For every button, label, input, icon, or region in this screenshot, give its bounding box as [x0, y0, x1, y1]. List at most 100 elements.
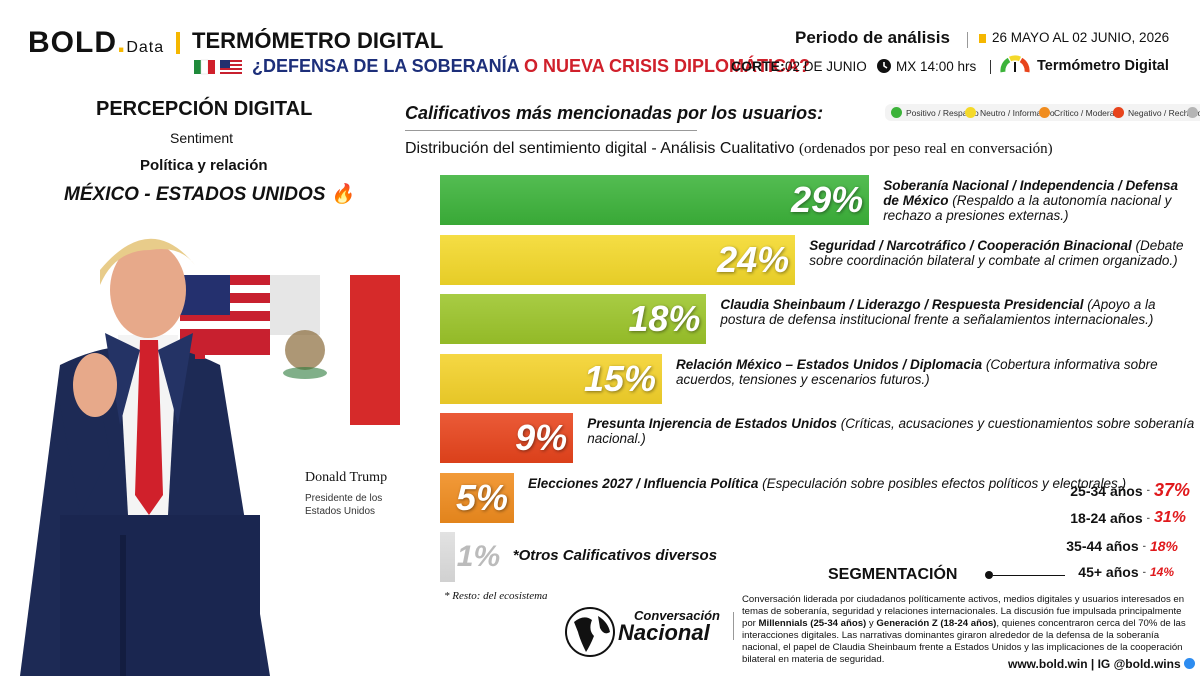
- brand-name: BOLD: [28, 26, 117, 59]
- value-label: 15%: [583, 357, 656, 399]
- category-label: Presunta Injerencia de Estados Unidos (C…: [587, 416, 1195, 446]
- category-description: (Respaldo a la autonomía nacional y rech…: [883, 193, 1172, 223]
- category-label: Soberanía Nacional / Independencia / Def…: [883, 178, 1195, 223]
- legend-item: Crítico / Moderado: [1039, 107, 1124, 118]
- value-label: 18%: [628, 298, 701, 339]
- bar: [440, 413, 574, 463]
- panel-subtitle: Sentiment: [170, 130, 234, 146]
- badge: Termómetro Digital: [1037, 58, 1169, 74]
- legend-swatch: [965, 107, 976, 118]
- legend-label: Positivo / Respaldo: [906, 107, 979, 118]
- category-title: Claudia Sheinbaum / Liderazgo / Respuest…: [720, 297, 1084, 312]
- legend-label: Crítico / Moderado: [1054, 107, 1124, 118]
- text: y: [866, 618, 877, 629]
- verified-icon: [1183, 658, 1195, 669]
- segment-dash: -: [1146, 512, 1150, 524]
- value-label: 29%: [791, 179, 864, 220]
- footnote: * Resto: del ecosistema: [444, 590, 548, 602]
- brand-dot: .: [117, 26, 127, 59]
- value-label: 5%: [455, 476, 508, 518]
- footer-links: www.bold.win | IG @bold.wins: [1008, 657, 1195, 671]
- social[interactable]: IG @bold.wins: [1097, 657, 1181, 671]
- panel-countries: MÉXICO - ESTADOS UNIDOS 🔥: [64, 182, 354, 206]
- bar: [440, 234, 796, 285]
- subtitle-part: O NUEVA CRISIS DIPLOMÁTICA?: [524, 56, 811, 76]
- logo-bottom: Nacional: [618, 620, 710, 645]
- brand-suffix: Data: [126, 39, 165, 56]
- header-title: TERMÓMETRO DIGITAL: [192, 28, 444, 53]
- legend: Positivo / Respaldo Neutro / Informativo C…: [885, 104, 1200, 121]
- segment-value: 37%: [1153, 480, 1190, 500]
- segmentation-title: SEGMENTACIÓN: [828, 566, 958, 583]
- category-title: Elecciones 2027 / Influencia Política: [528, 475, 759, 491]
- value-label: 9%: [515, 417, 568, 458]
- segment-value: 18%: [1149, 538, 1178, 554]
- portrait-illustration: [20, 238, 400, 676]
- gauge-icon: [1000, 55, 1030, 73]
- legend-label: Neutro / Informativo: [980, 107, 1055, 118]
- footer-text: Conversación liderada por ciudadanos pol…: [742, 594, 1197, 666]
- divider: [733, 612, 734, 640]
- person-name: Donald Trump: [305, 470, 388, 485]
- category-label: Relación México – Estados Unidos / Diplo…: [676, 357, 1195, 387]
- segment-label: 35-44 años: [1066, 538, 1139, 554]
- legend-item: Neutro / Informativo: [965, 107, 1055, 118]
- person-role: Presidente de los Estados Unidos: [305, 493, 383, 517]
- period: 26 MAYO AL 02 JUNIO, 2026: [992, 30, 1170, 45]
- text: , quienes concentraron cerca del 70% de …: [742, 618, 1186, 665]
- legend-item: Residual / Otros: [1187, 107, 1200, 118]
- panel-topic: Política y relación: [140, 157, 268, 174]
- category-description: (Cobertura informativa sobre acuerdos, t…: [676, 356, 1158, 387]
- legend-item: Positivo / Respaldo: [891, 107, 979, 118]
- segment-row: 18-24 años -31%: [1070, 509, 1186, 527]
- category-label: *Otros Calificativos diversos: [513, 548, 1195, 563]
- brand: BOLD.Data: [28, 26, 164, 60]
- logo-top: Conversación: [634, 608, 720, 623]
- panel-title: PERCEPCIÓN DIGITAL: [96, 98, 313, 120]
- text: Conversación liderada por ciudadanos pol…: [742, 594, 1185, 629]
- category-title: Soberanía Nacional / Independencia / Def…: [883, 178, 1179, 208]
- subtitle-part: ¿DEFENSA DE LA SOBERANÍA: [252, 56, 520, 76]
- chart-subtitle-note: (ordenados por peso real en conversación…: [798, 141, 1053, 157]
- text-bold: Generación Z (18-24 años): [876, 618, 997, 629]
- segment-label: 25-34 años: [1070, 482, 1143, 499]
- category-description: (Especulación sobre posibles efectos pol…: [762, 475, 1127, 491]
- segment-value: 31%: [1153, 509, 1186, 526]
- segment-dash: -: [1142, 566, 1146, 578]
- header-subtitle: ¿DEFENSA DE LA SOBERANÍA O NUEVA CRISIS …: [252, 56, 810, 77]
- divider: [990, 60, 991, 74]
- category-label: Claudia Sheinbaum / Liderazgo / Respuest…: [720, 297, 1195, 327]
- chart-subtitle-line: Distribución del sentimiento digital - A…: [405, 140, 1053, 158]
- cut-label: CORTE:: [731, 58, 785, 74]
- category-title: Presunta Injerencia de Estados Unidos: [587, 416, 838, 431]
- segment-dash: -: [1142, 540, 1146, 552]
- countries-text: MÉXICO - ESTADOS UNIDOS: [64, 184, 326, 205]
- chart-title: Calificativos más mencionadas por los us…: [405, 103, 824, 123]
- connector-line: [993, 575, 1065, 576]
- clock-icon: [877, 59, 891, 73]
- period-label: Periodo de análisis: [795, 28, 950, 47]
- category-description: (Debate sobre coordinación bilateral y c…: [809, 237, 1184, 268]
- segment-label: 18-24 años: [1070, 510, 1143, 526]
- category-title: *Otros Calificativos diversos: [512, 547, 718, 564]
- category-description: (Apoyo a la postura de defensa instituci…: [720, 297, 1156, 327]
- category-label: Elecciones 2027 / Influencia Política (E…: [528, 476, 1195, 491]
- segment-label: 45+ años: [1078, 564, 1139, 580]
- category-title: Relación México – Estados Unidos / Diplo…: [676, 356, 983, 372]
- website[interactable]: www.bold.win: [1008, 657, 1088, 671]
- bar: [440, 294, 707, 344]
- cut-time: MX 14:00 hrs: [896, 59, 977, 74]
- period-icon: [979, 34, 986, 43]
- value-label: 1%: [456, 540, 501, 573]
- chart-subtitle: Distribución del sentimiento digital - A…: [405, 140, 795, 157]
- bar: [440, 175, 870, 225]
- text-bold: Millennials (25-34 años): [758, 618, 867, 629]
- bar: [440, 353, 662, 404]
- value-label: 24%: [717, 238, 790, 280]
- legend-item: Negativo / Rechazo: [1113, 107, 1200, 118]
- segment-dash: -: [1146, 485, 1150, 496]
- bar: [440, 472, 514, 523]
- segment-row: 35-44 años -18%: [1066, 538, 1178, 554]
